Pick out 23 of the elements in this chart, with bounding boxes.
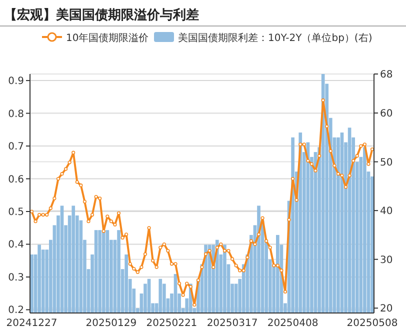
y2-tick-label: 68 bbox=[380, 70, 393, 80]
legend-label: 美国国债期限利差：10Y-2Y（单位bp）(右) bbox=[178, 32, 372, 44]
x-tick-label: 20250221 bbox=[146, 318, 198, 329]
y-tick-label: 0.6 bbox=[8, 174, 24, 186]
y-tick-label: 0.3 bbox=[8, 272, 24, 284]
y-tick-label: 0.7 bbox=[8, 142, 24, 153]
x-tick-label: 20250408 bbox=[267, 318, 318, 329]
y-tick-label: 0.5 bbox=[8, 207, 24, 218]
y-tick-label: 0.2 bbox=[8, 305, 24, 316]
chart-title: 【宏观】美国国债期限溢价与利差 bbox=[4, 7, 199, 23]
x-tick-label: 20250508 bbox=[346, 318, 398, 329]
y-tick-label: 0.4 bbox=[8, 240, 24, 251]
y-tick-label: 0.9 bbox=[8, 76, 24, 88]
y-tick-label: 0.8 bbox=[8, 108, 24, 120]
y2-tick-label: 60 bbox=[380, 108, 393, 120]
x-tick-label: 20250317 bbox=[206, 318, 258, 329]
x-tick-label: 20250129 bbox=[86, 318, 137, 329]
y2-tick-label: 30 bbox=[380, 254, 393, 266]
y2-tick-label: 50 bbox=[380, 157, 393, 168]
x-tick-label: 20241227 bbox=[6, 318, 58, 329]
y2-tick-label: 40 bbox=[380, 206, 393, 218]
legend-label: 10年国债期限溢价 bbox=[66, 32, 149, 44]
y2-tick-label: 20 bbox=[380, 304, 393, 315]
